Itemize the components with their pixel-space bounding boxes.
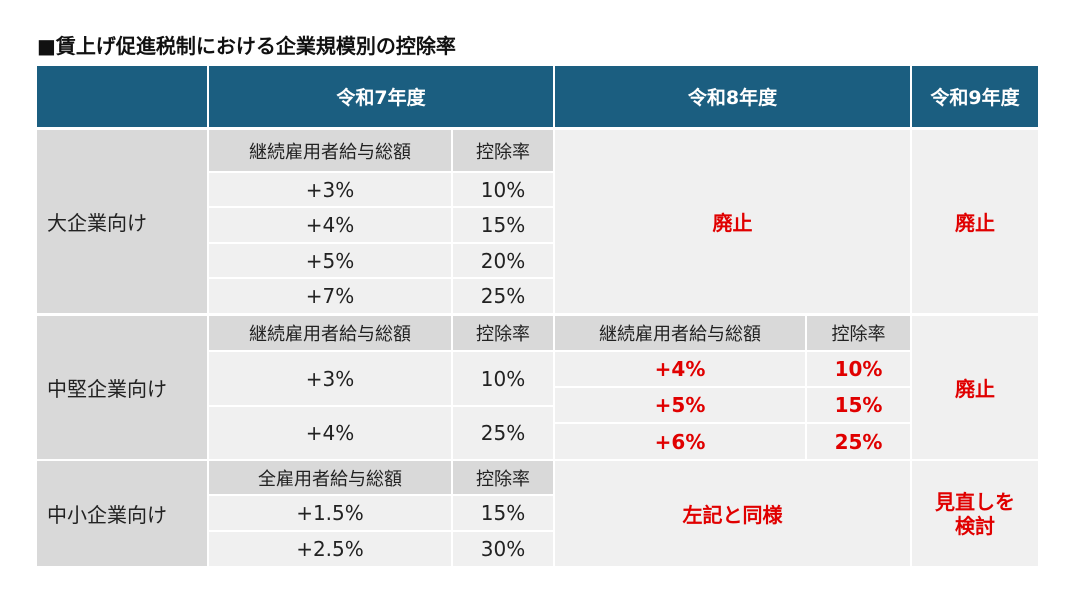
col-amount: 継続雇用者給与総額 (555, 316, 805, 350)
small-r9-line1: 見直しを (935, 489, 1015, 514)
row-label-large: 大企業向け (37, 130, 207, 313)
cell-rate: 25% (453, 407, 553, 459)
cell-amount: +5% (209, 244, 451, 277)
cell-amount: +1.5% (209, 496, 451, 530)
cell-amount: +7% (209, 279, 451, 313)
mid-r9-status: 廃止 (912, 316, 1038, 459)
cell-rate: 15% (807, 388, 910, 422)
cell-amount: +3% (209, 173, 451, 206)
cell-amount: +5% (555, 388, 805, 422)
col-rate: 控除率 (453, 130, 553, 171)
header-r7: 令和7年度 (209, 66, 553, 127)
cell-rate: 10% (453, 352, 553, 405)
cell-amount: +4% (209, 208, 451, 242)
cell-rate: 15% (453, 496, 553, 530)
small-r9-status: 見直しを 検討 (912, 461, 1038, 566)
row-label-small: 中小企業向け (37, 461, 207, 566)
row-label-mid: 中堅企業向け (37, 316, 207, 459)
cell-amount: +4% (555, 352, 805, 386)
small-r9-line2: 検討 (955, 513, 995, 538)
cell-amount: +6% (555, 424, 805, 459)
col-amount: 全雇用者給与総額 (209, 461, 451, 494)
large-r9-status: 廃止 (912, 130, 1038, 313)
cell-rate: 20% (453, 244, 553, 277)
col-rate: 控除率 (453, 316, 553, 350)
large-r8-status: 廃止 (555, 130, 910, 313)
cell-amount: +3% (209, 352, 451, 405)
header-blank (37, 66, 207, 127)
header-r8: 令和8年度 (555, 66, 910, 127)
cell-amount: +4% (209, 407, 451, 459)
cell-rate: 30% (453, 532, 553, 566)
col-rate: 控除率 (453, 461, 553, 494)
small-r8-status: 左記と同様 (555, 461, 910, 566)
col-rate: 控除率 (807, 316, 910, 350)
cell-rate: 25% (807, 424, 910, 459)
header-r9: 令和9年度 (912, 66, 1038, 127)
page-title: ■賃上げ促進税制における企業規模別の控除率 (37, 34, 456, 58)
cell-rate: 25% (453, 279, 553, 313)
col-amount: 継続雇用者給与総額 (209, 130, 451, 171)
col-amount: 継続雇用者給与総額 (209, 316, 451, 350)
cell-rate: 15% (453, 208, 553, 242)
cell-rate: 10% (807, 352, 910, 386)
cell-rate: 10% (453, 173, 553, 206)
cell-amount: +2.5% (209, 532, 451, 566)
